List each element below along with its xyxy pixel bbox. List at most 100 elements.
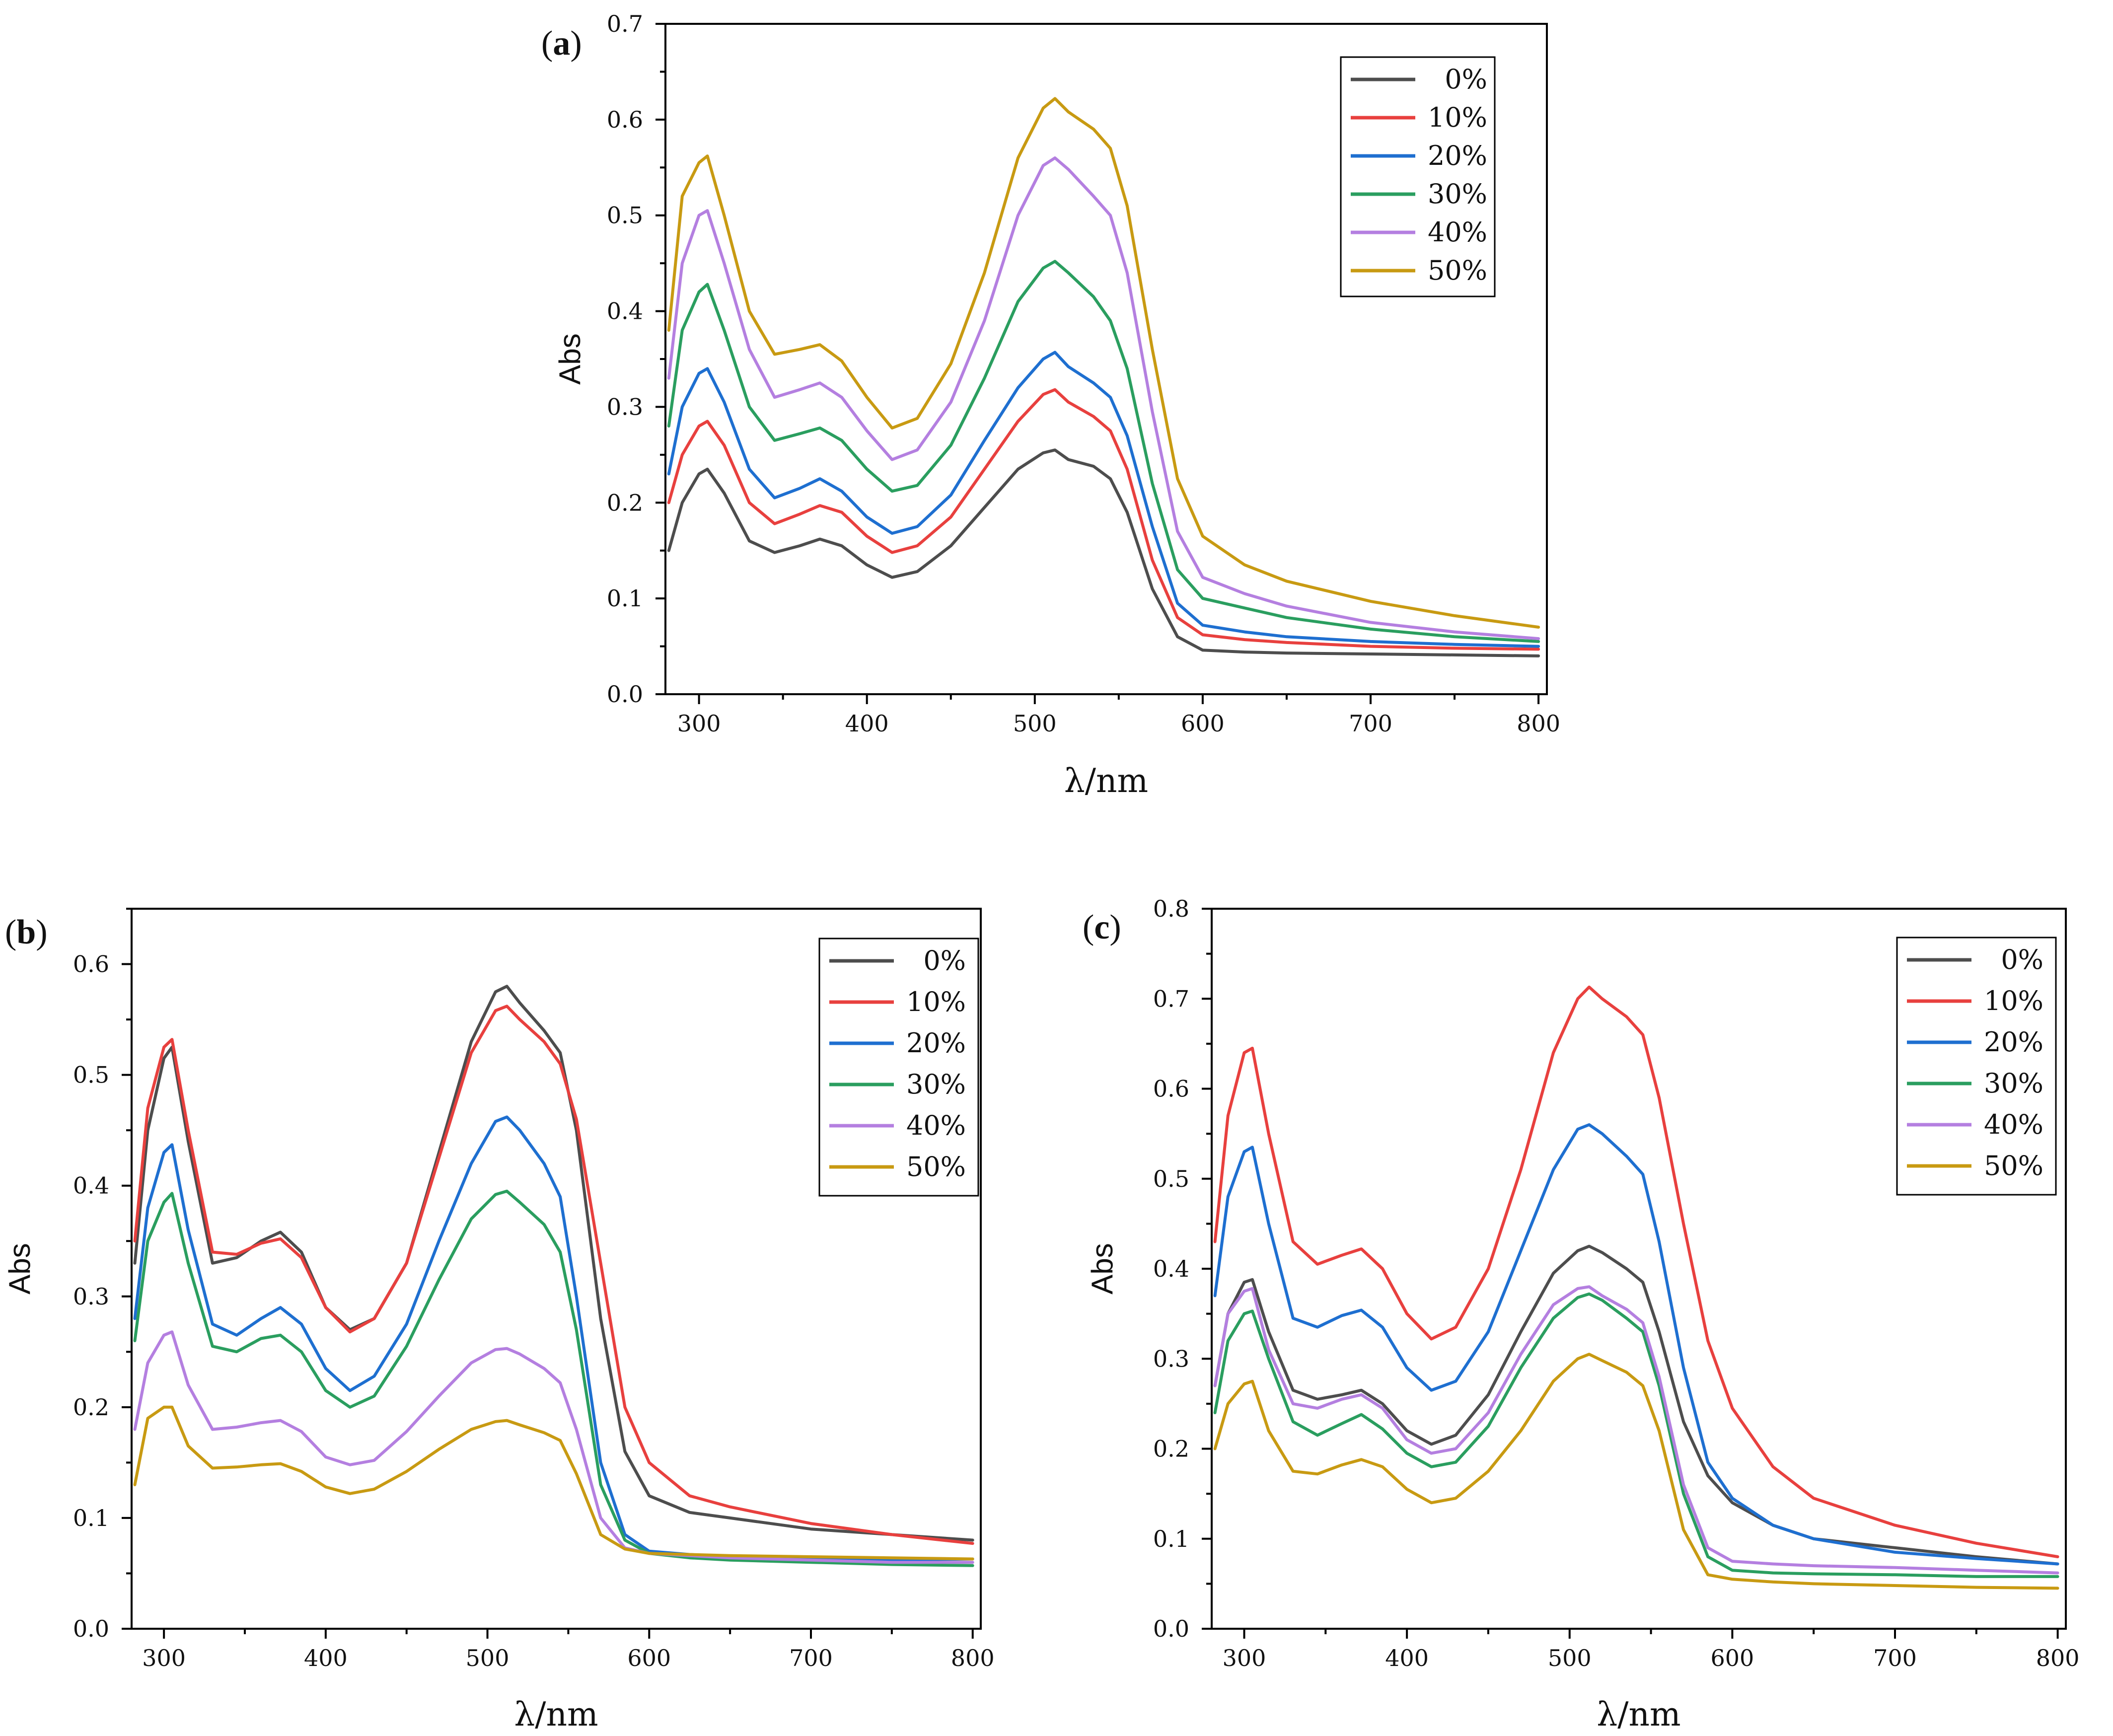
panel-a: 300 400 500 600 700 800 0.0 0.1 0.2 0.3 0.4 0.5 0.6 0…: [541, 10, 1560, 800]
legend-label: 10%: [1428, 102, 1487, 133]
x-tick-label: 700: [1873, 1645, 1917, 1671]
y-tick-label: 0.4: [73, 1172, 109, 1199]
x-tick-label: 500: [466, 1645, 510, 1671]
legend-label: 0%: [1445, 64, 1487, 95]
legend-label: 30%: [906, 1069, 966, 1100]
panel-label: (a): [541, 24, 582, 63]
y-tick-label: 0.2: [73, 1394, 109, 1421]
y-tick-label: 0.7: [607, 10, 643, 37]
series-line-20pct: [667, 351, 1540, 648]
series-line-50pct: [667, 97, 1540, 629]
series-line-10pct: [667, 388, 1540, 651]
panel-c: 300 400 500 600 700 800 0.0 0.1 0.2 0.3 0.4 0.5 0.6 0…: [1083, 895, 2080, 1734]
y-tick-label: 0.8: [1153, 895, 1189, 922]
x-axis-title: λ/nm: [1597, 1695, 1680, 1734]
legend-label: 10%: [906, 986, 966, 1017]
y-tick-label: 0.5: [73, 1062, 109, 1088]
series-line-20pct: [1213, 1123, 2059, 1566]
x-tick-label: 600: [627, 1645, 671, 1671]
legend-label: 0%: [923, 945, 966, 976]
x-axis-title: λ/nm: [1064, 762, 1148, 800]
legend: 0% 10% 20% 30% 40% 50%: [1896, 937, 2057, 1196]
y-tick-label: 0.0: [607, 681, 643, 708]
x-tick-label: 800: [951, 1645, 995, 1671]
y-tick-label: 0.1: [73, 1505, 109, 1531]
x-tick-label: 500: [1013, 710, 1057, 737]
plot-frame: [131, 908, 982, 1630]
y-tick-label: 0.1: [607, 585, 643, 612]
y-tick-label: 0.1: [1153, 1525, 1189, 1552]
legend-label: 40%: [1984, 1109, 2043, 1140]
panel-letter: a: [553, 24, 570, 63]
panel-letter: c: [1094, 908, 1109, 946]
x-tick-label: 800: [1517, 710, 1560, 737]
panel-b: 300 400 500 600 700 800 0.0 0.1 0.2 0.3 0.4 0.5 0.6 0…: [3, 908, 995, 1734]
legend-label: 0%: [2001, 944, 2043, 975]
x-tick-label: 300: [677, 710, 721, 737]
y-tick-label: 0.3: [1153, 1345, 1189, 1372]
y-axis-title: Abs: [1086, 1243, 1119, 1294]
y-tick-label: 0.0: [73, 1615, 109, 1642]
y-tick-label: 0.7: [1153, 985, 1189, 1012]
x-tick-label: 700: [789, 1645, 833, 1671]
legend-label: 10%: [1984, 985, 2043, 1016]
legend-label: 50%: [1428, 255, 1487, 286]
panel-label: (b): [5, 913, 48, 951]
legend-label: 20%: [1428, 140, 1487, 171]
legend-label: 30%: [1984, 1068, 2043, 1099]
x-tick-label: 300: [1223, 1645, 1266, 1671]
legend-label: 20%: [1984, 1026, 2043, 1058]
x-tick-label: 800: [2036, 1645, 2080, 1671]
y-tick-label: 0.6: [607, 106, 643, 133]
y-tick-label: 0.0: [1153, 1615, 1189, 1642]
legend: 0% 10% 20% 30% 40% 50%: [818, 938, 979, 1197]
y-axis-title: Abs: [553, 333, 586, 384]
series-line-10pct: [1213, 985, 2059, 1558]
series-line-20pct: [133, 1115, 974, 1562]
series-line-50pct: [1213, 1353, 2059, 1590]
series-line-40pct: [667, 156, 1540, 641]
legend-label: 50%: [906, 1151, 966, 1182]
y-tick-label: 0.3: [607, 393, 643, 420]
legend-label: 40%: [1428, 217, 1487, 248]
y-axis-title: Abs: [3, 1243, 36, 1294]
y-tick-label: 0.2: [607, 489, 643, 516]
legend-box: [818, 938, 979, 1197]
x-tick-label: 400: [1385, 1645, 1429, 1671]
x-tick-label: 600: [1181, 710, 1225, 737]
y-tick-label: 0.4: [1153, 1255, 1189, 1282]
legend-label: 50%: [1984, 1150, 2043, 1181]
y-tick-label: 0.5: [607, 202, 643, 229]
series-line-40pct: [1213, 1285, 2059, 1575]
series-line-50pct: [133, 1405, 974, 1561]
legend: 0% 10% 20% 30% 40% 50%: [1340, 56, 1496, 297]
x-tick-label: 500: [1548, 1645, 1592, 1671]
x-axis-title: λ/nm: [514, 1695, 598, 1734]
legend-box: [1340, 56, 1496, 297]
panel-label: (c): [1083, 908, 1121, 946]
series-line-30pct: [667, 260, 1540, 643]
y-tick-label: 0.6: [1153, 1076, 1189, 1102]
series-line-0pct: [667, 448, 1540, 657]
series-line-0pct: [133, 985, 974, 1542]
y-tick-label: 0.3: [73, 1283, 109, 1310]
series-line-10pct: [133, 1005, 974, 1545]
y-tick-label: 0.5: [1153, 1165, 1189, 1192]
legend-label: 30%: [1428, 178, 1487, 210]
y-tick-label: 0.4: [607, 298, 643, 325]
legend-box: [1896, 937, 2057, 1196]
y-tick-label: 0.2: [1153, 1436, 1189, 1462]
x-tick-label: 600: [1710, 1645, 1754, 1671]
series-line-0pct: [1213, 1244, 2059, 1566]
x-tick-label: 400: [845, 710, 889, 737]
series-line-30pct: [1213, 1292, 2059, 1578]
x-tick-label: 300: [142, 1645, 186, 1671]
legend-label: 40%: [906, 1110, 966, 1141]
panel-letter: b: [16, 913, 36, 951]
legend-label: 20%: [906, 1027, 966, 1059]
x-tick-label: 700: [1349, 710, 1392, 737]
y-tick-label: 0.6: [73, 951, 109, 978]
x-tick-label: 400: [304, 1645, 348, 1671]
